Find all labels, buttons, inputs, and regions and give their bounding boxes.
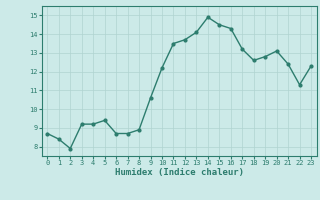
X-axis label: Humidex (Indice chaleur): Humidex (Indice chaleur): [115, 168, 244, 177]
